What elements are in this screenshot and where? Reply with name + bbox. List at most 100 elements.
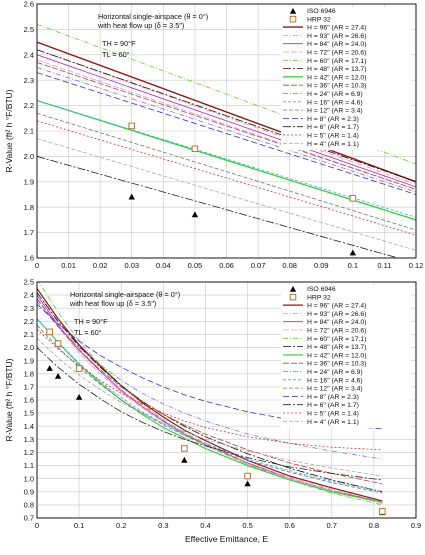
bottom-xtick-label: 0.8	[369, 521, 379, 530]
bottom-legend-label: H = 48" (AR = 13.7)	[307, 344, 366, 351]
top-series-line	[37, 41, 416, 183]
bottom-xtick-label: 0	[35, 521, 39, 530]
top-xtick-label: 0	[35, 261, 39, 270]
bottom-ytick-label: 2.4	[24, 291, 34, 300]
bottom-hrp-marker	[46, 328, 53, 336]
top-series-line	[37, 120, 416, 236]
top-legend-label: H = 6" (AR = 1.7)	[307, 124, 359, 131]
top-xtick-label: 0.01	[61, 261, 76, 270]
top-series-line	[37, 72, 416, 195]
bottom-legend-label: H = 4" (AR = 1.1)	[307, 419, 359, 426]
bottom-legend-label: H = 16" (AR = 4.6)	[307, 377, 363, 384]
bottom-legend-label: H = 5" (AR = 1.4)	[307, 411, 359, 418]
top-legend-label: H = 36" (AR = 10.3)	[307, 83, 366, 90]
bottom-xtick-label: 0.7	[327, 521, 337, 530]
bottom-ytick-label: 1.0	[24, 474, 34, 483]
top-legend-label: H = 48" (AR = 13.7)	[307, 66, 366, 73]
bottom-ytick-label: 2.0	[24, 343, 34, 352]
top-legend-label: H = 84" (AR = 24.0)	[307, 41, 366, 48]
top-legend-label: H = 60" (AR = 17.1)	[307, 58, 366, 65]
bottom-series-line	[37, 338, 383, 477]
bottom-legend-label: HRP 32	[307, 294, 331, 301]
top-legend-label: H = 8" (AR = 2.3)	[307, 116, 359, 123]
top-legend-label: HRP 32	[307, 16, 331, 23]
top-ytick-label: 1.6	[24, 254, 34, 263]
bottom-legend-label: H = 24" (AR = 6.9)	[307, 369, 363, 376]
top-legend-label: H = 93" (AR = 26.6)	[307, 33, 366, 40]
top-series-line	[37, 49, 416, 183]
top-legend-label: H = 96" (AR = 27.4)	[307, 25, 366, 32]
top-annotation-tl: TL = 60°	[102, 50, 130, 59]
top-xtick-label: 0.11	[377, 261, 391, 270]
top-xtick-label: 0.04	[156, 261, 171, 270]
bottom-ytick-label: 1.6	[24, 396, 34, 405]
bottom-series-line	[37, 328, 383, 451]
bottom-legend-label: H = 84" (AR = 24.0)	[307, 319, 366, 326]
bottom-series-line	[37, 292, 383, 493]
bottom-annotation-line1: Horizontal single-airspace (θ = 0°)	[70, 290, 180, 299]
bottom-legend-label: H = 6" (AR = 1.7)	[307, 402, 359, 409]
bottom-xtick-label: 0.6	[284, 521, 294, 530]
top-series-line	[37, 23, 416, 165]
bottom-legend-label: H = 72" (AR = 20.6)	[307, 328, 366, 335]
bottom-plot-frame	[36, 281, 417, 519]
top-annotation-line1: Horizontal single-airspace (θ = 0°)	[98, 12, 208, 21]
bottom-legend-iso-symbol	[289, 286, 297, 292]
top-xtick-label: 0.08	[282, 261, 297, 270]
bottom-hrp-marker	[181, 445, 188, 452]
bottom-legend-label: H = 96" (AR = 27.4)	[307, 303, 366, 310]
top-xtick-label: 0.02	[93, 261, 108, 270]
top-ytick-label: 1.8	[24, 203, 34, 212]
bottom-legend-label: H = 93" (AR = 26.6)	[307, 311, 366, 318]
bottom-series-line	[37, 288, 383, 502]
bottom-legend-label: H = 8" (AR = 2.3)	[307, 394, 359, 401]
bottom-ytick-label: 1.9	[24, 356, 34, 365]
top-legend-iso-symbol	[289, 8, 297, 14]
top-iso-marker	[191, 211, 199, 218]
top-legend-label: H = 42" (AR = 12.0)	[307, 74, 366, 81]
bottom-hrp-marker	[54, 340, 62, 347]
bottom-ytick-label: 1.1	[24, 461, 34, 470]
bottom-ytick-label: 2.3	[24, 304, 34, 313]
bottom-ytick-label: 1.8	[24, 369, 34, 378]
bottom-xtick-label: 0.9	[411, 521, 421, 530]
bottom-ytick-label: 1.5	[24, 409, 34, 418]
bottom-legend-label: H = 42" (AR = 12.0)	[307, 352, 366, 359]
bottom-legend-label: H = 12" (AR = 3.4)	[307, 386, 363, 393]
top-annotation-line2: with heat flow up (δ = 3.5")	[97, 21, 184, 30]
bottom-ytick-label: 0.8	[24, 500, 34, 509]
bottom-legend-label: H = 60" (AR = 17.1)	[307, 336, 366, 343]
bottom-iso-marker	[75, 393, 83, 400]
top-annotation-th: TH = 90°F	[102, 39, 136, 48]
top-hrp-marker	[191, 145, 199, 153]
bottom-iso-marker	[244, 480, 251, 487]
top-series-line	[37, 156, 400, 258]
top-series-line	[37, 54, 416, 188]
top-ytick-label: 1.9	[24, 177, 34, 186]
bottom-hrp-marker	[244, 472, 251, 480]
bottom-xtick-label: 0.5	[242, 521, 252, 530]
top-series-group	[37, 23, 416, 258]
top-ytick-label: 2.3	[24, 76, 34, 85]
bottom-ytick-label: 2.1	[24, 330, 34, 339]
top-xtick-label: 0.06	[219, 261, 234, 270]
bottom-hrp-marker	[379, 508, 386, 515]
bottom-legend-bg	[281, 285, 411, 429]
top-ylabel: R-Value (ft² h °F/BTU)	[4, 89, 14, 172]
top-xtick-label: 0.07	[251, 261, 266, 270]
bottom-ytick-label: 1.4	[24, 422, 34, 431]
top-legend-hrp-symbol	[289, 15, 297, 23]
bottom-series-line	[37, 298, 383, 485]
bottom-xtick-label: 0.1	[74, 521, 84, 530]
bottom-ytick-label: 0.9	[24, 487, 34, 496]
bottom-annotation-line2: with heat flow up (δ = 3.5")	[69, 299, 156, 308]
top-ytick-label: 2.0	[24, 152, 34, 161]
bottom-series-group	[37, 282, 383, 506]
bottom-series-line	[37, 301, 383, 460]
bottom-ytick-label: 1.2	[24, 448, 34, 457]
top-xtick-label: 0.05	[188, 261, 203, 270]
top-legend-bg	[281, 7, 411, 151]
top-ytick-label: 2.4	[24, 50, 34, 59]
